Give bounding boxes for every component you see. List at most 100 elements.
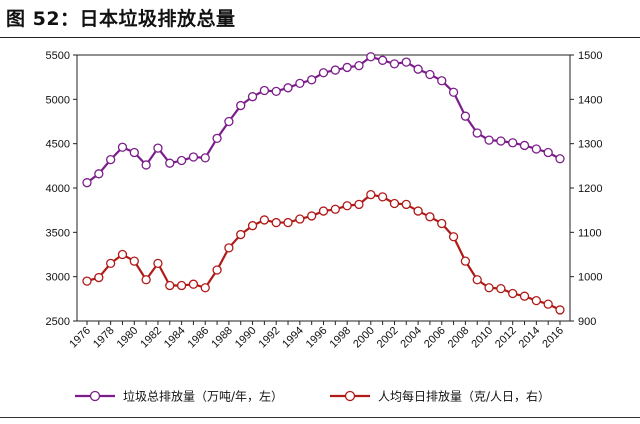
x-axis-tick-label: 1996 bbox=[304, 325, 330, 351]
series-2-point bbox=[188, 279, 199, 289]
series-1-point bbox=[259, 85, 270, 96]
series-2-point bbox=[425, 212, 435, 222]
x-axis-tick-label: 2012 bbox=[493, 325, 519, 351]
x-axis-tick-label: 1976 bbox=[67, 325, 93, 351]
series-1-point bbox=[307, 75, 317, 85]
series-2-point bbox=[283, 217, 293, 228]
x-axis-tick-label: 2000 bbox=[351, 325, 377, 351]
x-axis-tick-label: 1980 bbox=[115, 325, 141, 351]
series-2-point bbox=[117, 249, 128, 260]
x-axis-tick-label: 1978 bbox=[91, 325, 117, 351]
x-axis-tick-label: 1992 bbox=[257, 325, 283, 351]
series-2-point bbox=[496, 283, 506, 294]
series-2-point bbox=[543, 299, 553, 309]
series-2-point bbox=[437, 218, 447, 229]
series-1-point bbox=[472, 128, 482, 138]
series-1-point bbox=[271, 86, 281, 97]
x-axis-tick-label: 2006 bbox=[422, 325, 448, 351]
series-2-point bbox=[377, 192, 388, 202]
series-1-point bbox=[82, 178, 92, 188]
x-axis-tick-label: 2008 bbox=[446, 325, 472, 351]
x-axis-tick-label: 1988 bbox=[209, 325, 235, 351]
series-1-point bbox=[200, 153, 210, 163]
series-1-point bbox=[377, 55, 388, 65]
series-1-point bbox=[484, 135, 494, 145]
series-2-point bbox=[307, 211, 317, 221]
series-2-point bbox=[259, 215, 270, 225]
left-axis-tick-label: 5500 bbox=[46, 50, 70, 62]
series-1-point bbox=[295, 78, 305, 89]
right-axis-tick-label: 900 bbox=[578, 316, 596, 328]
series-1-point bbox=[106, 154, 116, 165]
series-2-point bbox=[236, 229, 246, 240]
series-1-point bbox=[354, 60, 364, 71]
legend-marker-2 bbox=[344, 390, 356, 402]
series-2-point bbox=[200, 283, 210, 293]
series-1-point bbox=[437, 76, 447, 86]
series-2-point bbox=[531, 295, 541, 306]
series-1-point bbox=[318, 68, 329, 78]
series-1-point bbox=[212, 133, 222, 143]
series-1-point bbox=[283, 83, 293, 93]
series-2-point bbox=[519, 291, 530, 301]
left-axis-tick-label: 5000 bbox=[46, 94, 70, 106]
right-axis-tick-label: 1100 bbox=[578, 227, 602, 239]
series-1-point bbox=[141, 160, 151, 170]
x-axis-tick-label: 2014 bbox=[517, 325, 543, 351]
series-1-point bbox=[176, 155, 187, 166]
series-1-point bbox=[117, 142, 128, 152]
left-axis-tick-label: 3500 bbox=[46, 227, 70, 239]
series-1-point bbox=[413, 64, 423, 74]
series-2-point bbox=[389, 198, 400, 209]
series-2-point bbox=[484, 283, 494, 293]
series-2-point bbox=[472, 275, 482, 285]
left-axis-tick-label: 3000 bbox=[46, 272, 70, 284]
series-2-point bbox=[129, 256, 139, 266]
series-2-point bbox=[295, 214, 305, 224]
series-2-point bbox=[106, 258, 116, 269]
series-2-point bbox=[94, 272, 104, 283]
right-axis-tick-label: 1300 bbox=[578, 139, 602, 151]
x-axis-tick-label: 2004 bbox=[398, 325, 424, 351]
legend-label-2: 人均每日排放量（克/人日，右） bbox=[378, 389, 550, 404]
right-axis-tick-label: 1400 bbox=[578, 94, 602, 106]
series-2-point bbox=[165, 280, 175, 291]
series-1-point bbox=[448, 87, 459, 97]
series-2-point bbox=[176, 280, 187, 291]
series-2-point bbox=[330, 204, 340, 214]
series-1-point bbox=[366, 52, 376, 62]
series-2-point bbox=[271, 217, 281, 228]
series-1-point bbox=[519, 140, 530, 151]
series-2-point bbox=[212, 265, 222, 275]
right-axis-tick-label: 1000 bbox=[578, 272, 602, 284]
series-2-point bbox=[401, 199, 411, 210]
series-1-point bbox=[94, 169, 104, 179]
series-1-point bbox=[401, 57, 411, 67]
left-axis-tick-label: 2500 bbox=[46, 316, 70, 328]
plot-frame bbox=[76, 54, 571, 322]
series-1-point bbox=[543, 147, 553, 158]
right-axis-tick-label: 1200 bbox=[578, 183, 602, 195]
series-2-point bbox=[247, 221, 258, 231]
series-2-point bbox=[82, 276, 92, 286]
page-title: 图 52：日本垃圾排放总量 bbox=[6, 8, 236, 30]
series-2-point bbox=[318, 206, 329, 216]
series-1-point bbox=[531, 144, 541, 154]
series-1-point bbox=[460, 111, 471, 121]
x-axis-tick-label: 2016 bbox=[540, 325, 566, 351]
series-2-point bbox=[448, 232, 459, 242]
series-1-point bbox=[330, 65, 340, 75]
legend-marker-1 bbox=[89, 390, 101, 402]
series-1-point bbox=[247, 92, 258, 102]
x-axis-tick-label: 1986 bbox=[186, 325, 212, 351]
series-2-point bbox=[366, 189, 376, 200]
series-1-point bbox=[165, 158, 175, 168]
x-axis-tick-label: 1984 bbox=[162, 325, 188, 351]
series-2-point bbox=[354, 199, 364, 210]
x-axis-tick-label: 1982 bbox=[138, 325, 164, 351]
series-2-point bbox=[342, 201, 352, 211]
title-divider bbox=[0, 37, 640, 38]
series-2-point bbox=[555, 305, 565, 315]
series-1-point bbox=[342, 62, 352, 73]
